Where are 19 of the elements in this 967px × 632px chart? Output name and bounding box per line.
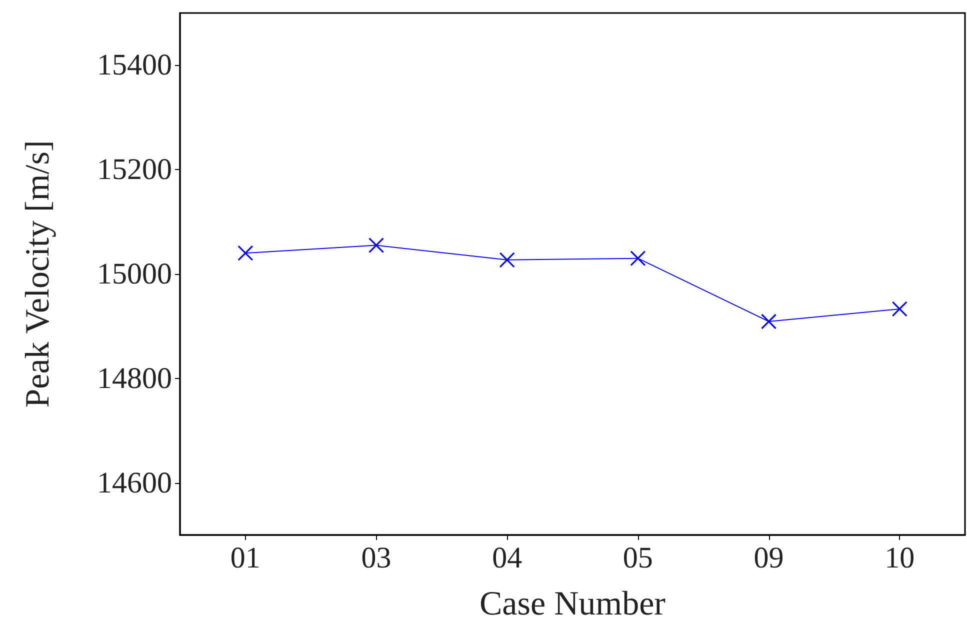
point: [760, 314, 777, 330]
y-tick-label: 15200: [97, 153, 172, 186]
y-tick-label: 15000: [97, 258, 172, 290]
x-axis-title: Case Number: [479, 586, 666, 622]
point: [499, 252, 515, 268]
point: [238, 245, 254, 261]
x-tick-label: 04: [492, 542, 522, 574]
x-tick-label: 05: [622, 542, 653, 574]
point: [368, 237, 384, 254]
x-tick-label: 03: [361, 542, 392, 574]
y-axis-title: Peak Velocity [m/s]: [20, 140, 56, 408]
point: [892, 301, 908, 317]
point: [630, 250, 646, 266]
y-tick-label: 15400: [97, 48, 172, 82]
x-tick-label: 09: [754, 542, 784, 574]
y-tick-label: 14800: [97, 362, 172, 395]
y-tick-label: 14600: [97, 466, 172, 500]
x-tick-label: 01: [230, 542, 260, 574]
x-tick-label: 10: [884, 542, 915, 574]
